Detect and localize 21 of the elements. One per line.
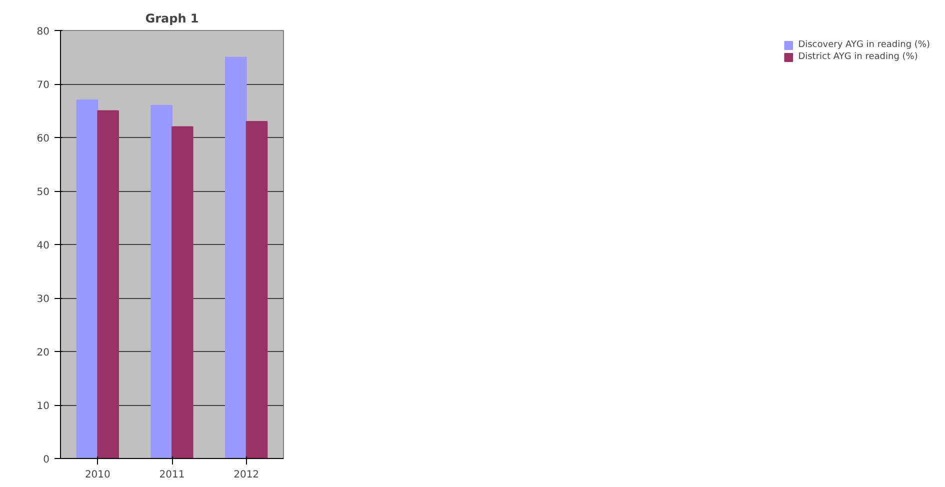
legend-label: Discovery AYG in reading (%) — [798, 40, 930, 50]
bar — [76, 100, 98, 458]
x-tick-label: 2011 — [159, 470, 185, 480]
x-tick-label: 2010 — [84, 470, 110, 480]
y-tick-label: 80 — [36, 26, 50, 38]
y-tick-label: 20 — [36, 348, 50, 358]
y-tick-label: 60 — [36, 134, 50, 144]
x-tick-label: 2012 — [234, 470, 260, 480]
y-tick-label: 50 — [36, 187, 50, 198]
y-tick-label: 70 — [36, 80, 50, 91]
y-tick-label: 30 — [36, 294, 50, 305]
bar — [97, 110, 119, 458]
bar — [150, 104, 172, 458]
bar — [172, 126, 194, 458]
bar — [225, 56, 247, 458]
bar — [246, 120, 268, 458]
y-tick-label: 0 — [43, 454, 50, 466]
y-tick-label: 10 — [36, 401, 50, 412]
chart-title: Graph 1 — [145, 12, 199, 26]
y-tick-label: 40 — [36, 240, 50, 252]
legend-label: District AYG in reading (%) — [798, 52, 918, 62]
